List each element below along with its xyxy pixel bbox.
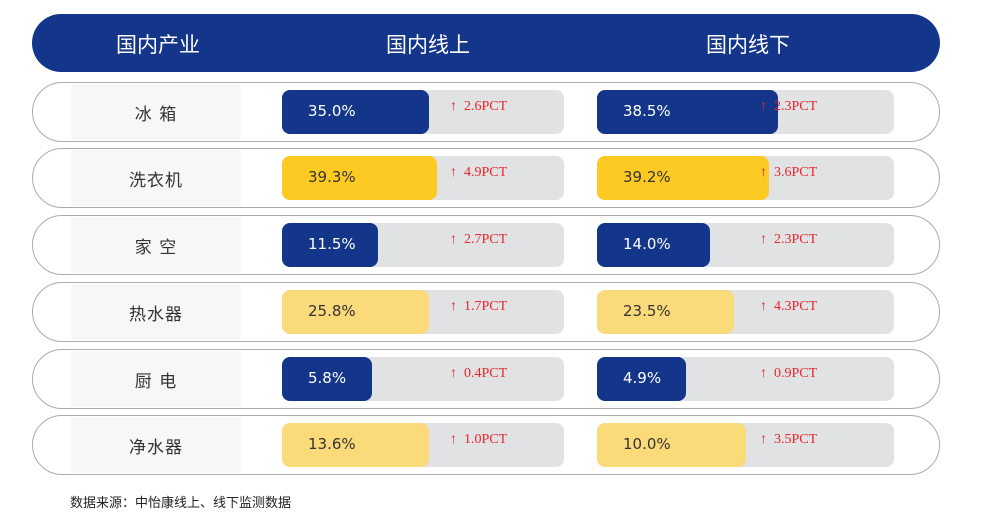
online-change: ↑ 0.4PCT — [450, 366, 507, 382]
offline-change: ↑ 3.6PCT — [760, 165, 817, 181]
offline-share-bar: 39.2% ↑ 3.6PCT — [597, 156, 894, 200]
online-share-value: 13.6% — [308, 435, 356, 453]
table-header: 国内产业 国内线上 国内线下 — [32, 14, 940, 72]
up-arrow-icon: ↑ — [450, 366, 457, 381]
offline-share-value: 4.9% — [623, 369, 662, 387]
online-share-value: 35.0% — [308, 102, 356, 120]
industry-label: 家 空 — [134, 238, 178, 258]
up-arrow-icon: ↑ — [760, 99, 767, 114]
online-share-bar: 11.5% ↑ 2.7PCT — [282, 223, 564, 267]
table-row: 厨 电 5.8% ↑ 0.4PCT 4.9% ↑ 0.9PCT — [32, 349, 940, 409]
up-arrow-icon: ↑ — [760, 232, 767, 247]
offline-share-bar: 4.9% ↑ 0.9PCT — [597, 357, 894, 401]
table-row: 热水器 25.8% ↑ 1.7PCT 23.5% ↑ 4.3PCT — [32, 282, 940, 342]
online-share-fill: 11.5% — [282, 223, 378, 267]
label-background — [71, 84, 241, 140]
online-share-fill: 13.6% — [282, 423, 429, 467]
offline-share-fill: 14.0% — [597, 223, 710, 267]
online-change: ↑ 1.7PCT — [450, 299, 507, 315]
offline-change: ↑ 2.3PCT — [760, 99, 817, 115]
offline-share-fill: 38.5% — [597, 90, 778, 134]
online-change-value: 0.4PCT — [464, 366, 508, 381]
online-share-value: 39.3% — [308, 168, 356, 186]
online-share-bar: 5.8% ↑ 0.4PCT — [282, 357, 564, 401]
table-row: 家 空 11.5% ↑ 2.7PCT 14.0% ↑ 2.3PCT — [32, 215, 940, 275]
offline-share-bar: 23.5% ↑ 4.3PCT — [597, 290, 894, 334]
online-share-value: 25.8% — [308, 302, 356, 320]
header-online: 国内线上 — [386, 33, 470, 57]
industry-label: 洗衣机 — [129, 171, 183, 191]
online-change-value: 2.7PCT — [464, 232, 508, 247]
label-background — [71, 284, 241, 340]
label-background — [71, 217, 241, 273]
offline-change-value: 4.3PCT — [774, 299, 818, 314]
up-arrow-icon: ↑ — [450, 165, 457, 180]
offline-share-value: 23.5% — [623, 302, 671, 320]
label-background — [71, 351, 241, 407]
label-background — [71, 150, 241, 206]
online-change-value: 2.6PCT — [464, 99, 508, 114]
offline-change-value: 2.3PCT — [774, 232, 818, 247]
source-note: 数据来源：中怡康线上、线下监测数据 — [70, 496, 292, 511]
offline-share-bar: 38.5% ↑ 2.3PCT — [597, 90, 894, 134]
industry-label: 冰 箱 — [134, 105, 178, 125]
offline-change-value: 2.3PCT — [774, 99, 818, 114]
offline-share-fill: 10.0% — [597, 423, 746, 467]
online-share-bar: 25.8% ↑ 1.7PCT — [282, 290, 564, 334]
up-arrow-icon: ↑ — [450, 99, 457, 114]
online-share-fill: 39.3% — [282, 156, 437, 200]
online-share-fill: 5.8% — [282, 357, 372, 401]
up-arrow-icon: ↑ — [760, 366, 767, 381]
online-share-bar: 35.0% ↑ 2.6PCT — [282, 90, 564, 134]
offline-change: ↑ 4.3PCT — [760, 299, 817, 315]
up-arrow-icon: ↑ — [760, 165, 767, 180]
table-row: 洗衣机 39.3% ↑ 4.9PCT 39.2% ↑ 3.6PCT — [32, 148, 940, 208]
label-background — [71, 417, 241, 473]
offline-change: ↑ 0.9PCT — [760, 366, 817, 382]
online-share-bar: 39.3% ↑ 4.9PCT — [282, 156, 564, 200]
offline-share-value: 14.0% — [623, 235, 671, 253]
industry-label: 厨 电 — [134, 372, 178, 392]
offline-change-value: 0.9PCT — [774, 366, 818, 381]
online-share-value: 5.8% — [308, 369, 347, 387]
up-arrow-icon: ↑ — [450, 432, 457, 447]
online-change-value: 4.9PCT — [464, 165, 508, 180]
online-share-fill: 35.0% — [282, 90, 429, 134]
offline-share-fill: 39.2% — [597, 156, 769, 200]
offline-change: ↑ 3.5PCT — [760, 432, 817, 448]
offline-share-bar: 14.0% ↑ 2.3PCT — [597, 223, 894, 267]
online-share-fill: 25.8% — [282, 290, 429, 334]
header-industry: 国内产业 — [116, 33, 200, 57]
header-offline: 国内线下 — [706, 33, 790, 57]
industry-label: 热水器 — [129, 305, 183, 325]
online-share-value: 11.5% — [308, 235, 356, 253]
offline-share-bar: 10.0% ↑ 3.5PCT — [597, 423, 894, 467]
offline-share-value: 39.2% — [623, 168, 671, 186]
online-change-value: 1.0PCT — [464, 432, 508, 447]
online-share-bar: 13.6% ↑ 1.0PCT — [282, 423, 564, 467]
table-row: 冰 箱 35.0% ↑ 2.6PCT 38.5% ↑ 2.3PCT — [32, 82, 940, 142]
offline-change-value: 3.6PCT — [774, 165, 818, 180]
online-change: ↑ 2.7PCT — [450, 232, 507, 248]
offline-change-value: 3.5PCT — [774, 432, 818, 447]
offline-share-value: 10.0% — [623, 435, 671, 453]
online-change: ↑ 2.6PCT — [450, 99, 507, 115]
online-change: ↑ 1.0PCT — [450, 432, 507, 448]
online-change: ↑ 4.9PCT — [450, 165, 507, 181]
offline-share-value: 38.5% — [623, 102, 671, 120]
offline-share-fill: 23.5% — [597, 290, 734, 334]
up-arrow-icon: ↑ — [760, 299, 767, 314]
table-row: 净水器 13.6% ↑ 1.0PCT 10.0% ↑ 3.5PCT — [32, 415, 940, 475]
online-change-value: 1.7PCT — [464, 299, 508, 314]
up-arrow-icon: ↑ — [450, 232, 457, 247]
industry-label: 净水器 — [129, 438, 183, 458]
offline-change: ↑ 2.3PCT — [760, 232, 817, 248]
offline-share-fill: 4.9% — [597, 357, 686, 401]
up-arrow-icon: ↑ — [760, 432, 767, 447]
up-arrow-icon: ↑ — [450, 299, 457, 314]
